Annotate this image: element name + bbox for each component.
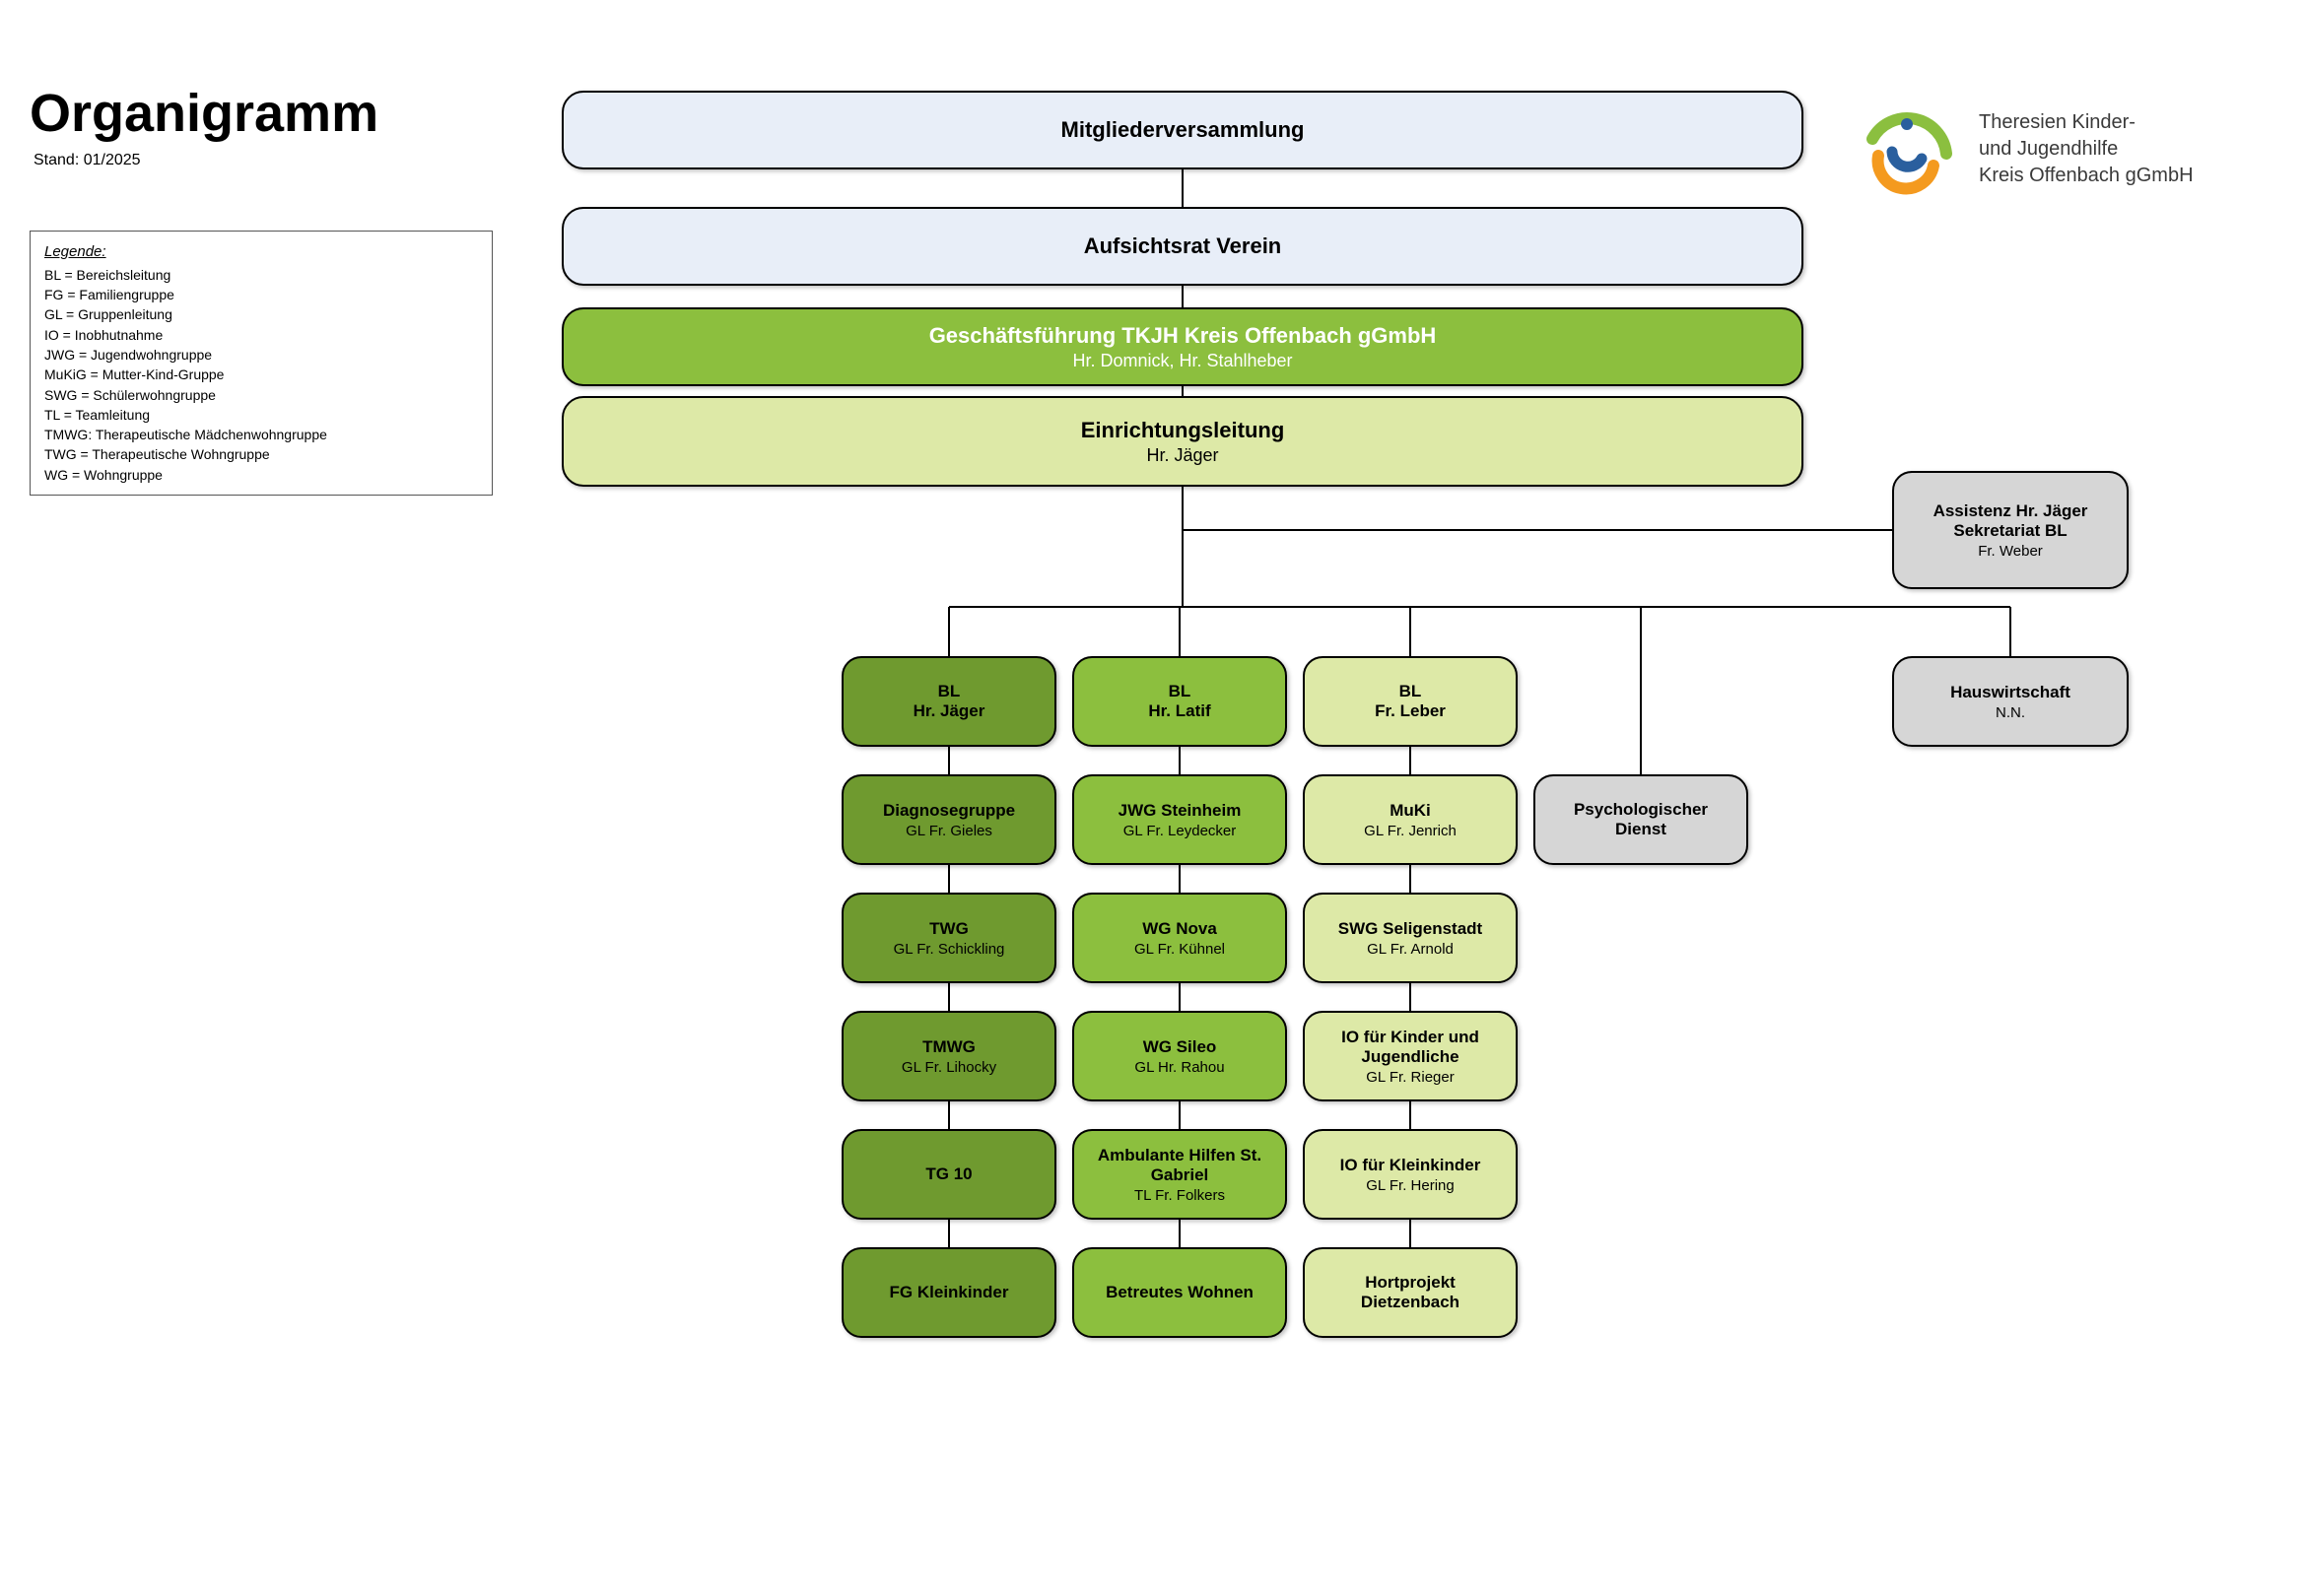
unit-box: MuKiGL Fr. Jenrich (1303, 774, 1518, 865)
unit-box: TG 10 (842, 1129, 1056, 1220)
unit-box: SWG SeligenstadtGL Fr. Arnold (1303, 893, 1518, 983)
top-box-aufsichtsrat: Aufsichtsrat Verein (562, 207, 1803, 286)
legend-item: JWG = Jugendwohngruppe (44, 345, 478, 365)
legend-item: BL = Bereichsleitung (44, 265, 478, 285)
unit-box: JWG SteinheimGL Fr. Leydecker (1072, 774, 1287, 865)
unit-box: Hortprojekt Dietzenbach (1303, 1247, 1518, 1338)
unit-box: IO für Kinder und JugendlicheGL Fr. Rieg… (1303, 1011, 1518, 1101)
bl-header-col3: BLFr. Leber (1303, 656, 1518, 747)
legend-item: WG = Wohngruppe (44, 465, 478, 485)
unit-box: Ambulante Hilfen St. GabrielTL Fr. Folke… (1072, 1129, 1287, 1220)
unit-box: IO für KleinkinderGL Fr. Hering (1303, 1129, 1518, 1220)
legend-item: TL = Teamleitung (44, 405, 478, 425)
top-box-mitglieder: Mitgliederversammlung (562, 91, 1803, 169)
top-box-gf: Geschäftsführung TKJH Kreis Offenbach gG… (562, 307, 1803, 386)
page-title: Organigramm (30, 83, 378, 144)
legend-box: Legende: BL = Bereichsleitung FG = Famil… (30, 231, 493, 496)
legend-heading: Legende: (44, 241, 478, 263)
unit-box: WG NovaGL Fr. Kühnel (1072, 893, 1287, 983)
assistenz-box: Assistenz Hr. Jäger Sekretariat BL Fr. W… (1892, 471, 2129, 589)
bl-header-col2: BLHr. Latif (1072, 656, 1287, 747)
bl-header-col1: BLHr. Jäger (842, 656, 1056, 747)
legend-item: IO = Inobhutnahme (44, 325, 478, 345)
unit-box: Betreutes Wohnen (1072, 1247, 1287, 1338)
org-logo: Theresien Kinder- und Jugendhilfe Kreis … (1853, 95, 2194, 203)
legend-item: TMWG: Therapeutische Mädchenwohngruppe (44, 425, 478, 444)
legend-item: GL = Gruppenleitung (44, 304, 478, 324)
hauswirtschaft-box: Hauswirtschaft N.N. (1892, 656, 2129, 747)
org-chart-canvas: Organigramm Stand: 01/2025 Legende: BL =… (0, 0, 2306, 1596)
top-box-einricht: EinrichtungsleitungHr. Jäger (562, 396, 1803, 487)
legend-item: FG = Familiengruppe (44, 285, 478, 304)
legend-item: MuKiG = Mutter-Kind-Gruppe (44, 365, 478, 384)
logo-text: Theresien Kinder- und Jugendhilfe Kreis … (1979, 109, 2194, 189)
page-stand: Stand: 01/2025 (34, 152, 141, 169)
unit-box: DiagnosegruppeGL Fr. Gieles (842, 774, 1056, 865)
legend-item: SWG = Schülerwohngruppe (44, 385, 478, 405)
unit-box: TWGGL Fr. Schickling (842, 893, 1056, 983)
unit-box: WG SileoGL Hr. Rahou (1072, 1011, 1287, 1101)
unit-box: TMWGGL Fr. Lihocky (842, 1011, 1056, 1101)
logo-icon (1853, 95, 1961, 203)
legend-item: TWG = Therapeutische Wohngruppe (44, 444, 478, 464)
psych-dienst-box: Psychologischer Dienst (1533, 774, 1748, 865)
unit-box: FG Kleinkinder (842, 1247, 1056, 1338)
